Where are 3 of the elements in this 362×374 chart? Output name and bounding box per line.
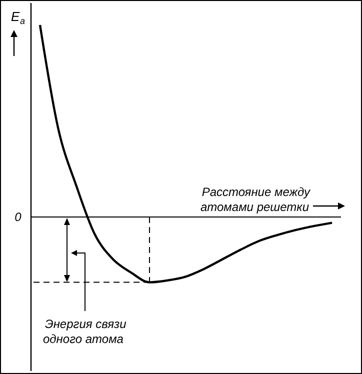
text: Энергия связи одного атома	[43, 317, 127, 346]
x-axis-title: Расстояние между атомами решетки	[200, 185, 311, 214]
text: 0	[14, 210, 22, 224]
